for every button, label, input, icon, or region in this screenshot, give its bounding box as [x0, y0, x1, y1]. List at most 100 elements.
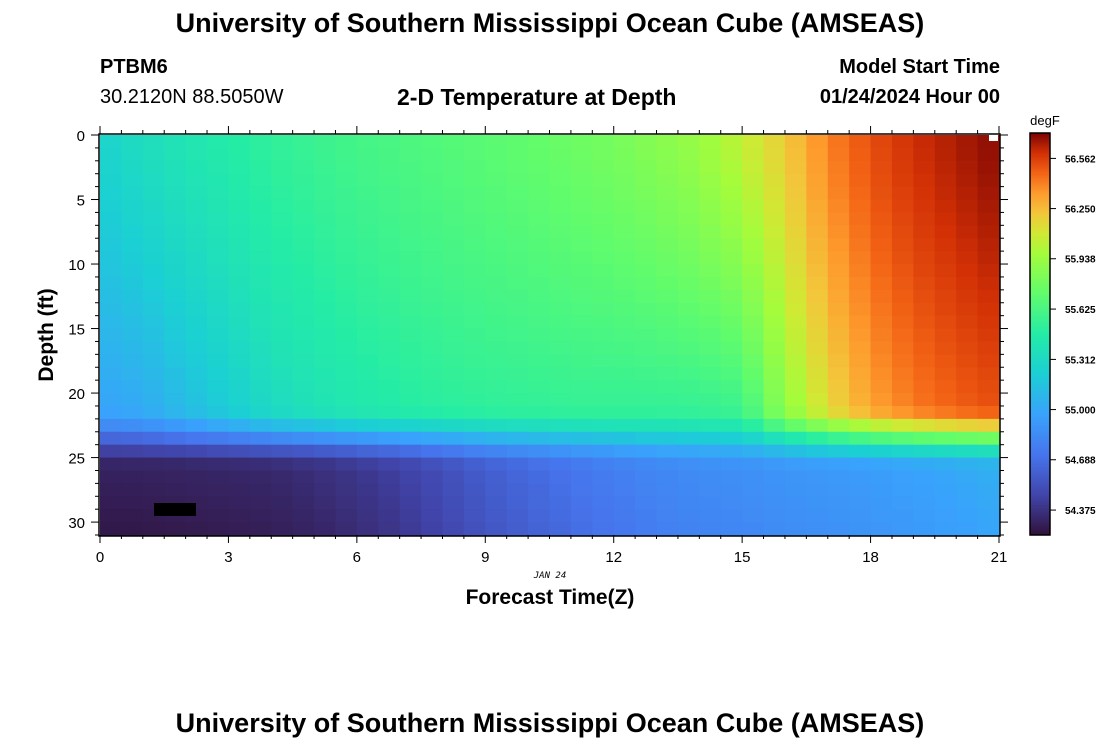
- heatmap-cell: [378, 289, 401, 304]
- heatmap-cell: [720, 341, 743, 355]
- heatmap-cell: [335, 212, 358, 226]
- heatmap-cell: [463, 276, 486, 291]
- heatmap-cell: [827, 212, 850, 226]
- heatmap-cell: [656, 457, 679, 472]
- heatmap-cell: [763, 522, 786, 536]
- heatmap-cell: [827, 354, 850, 368]
- heatmap-cell: [378, 264, 401, 278]
- heatmap-cell: [613, 160, 636, 175]
- heatmap-cell: [806, 225, 829, 239]
- heatmap-cell: [142, 315, 165, 330]
- heatmap-cell: [677, 341, 700, 355]
- heatmap-cell: [677, 354, 700, 368]
- heatmap-cell: [699, 354, 722, 368]
- heatmap-cell: [827, 496, 850, 510]
- heatmap-cell: [613, 186, 636, 201]
- heatmap-cell: [742, 509, 765, 523]
- heatmap-cell: [806, 199, 829, 214]
- heatmap-cell: [934, 444, 957, 459]
- heatmap-cell: [891, 405, 914, 420]
- heatmap-cell: [934, 212, 957, 226]
- heatmap-cell: [121, 173, 144, 188]
- heatmap-cell: [271, 470, 294, 484]
- heatmap-cell: [570, 496, 593, 510]
- heatmap-cell: [164, 483, 187, 497]
- heatmap-cell: [720, 276, 743, 291]
- heatmap-cell: [528, 457, 551, 472]
- heatmap-cell: [421, 509, 444, 523]
- heatmap-cell: [506, 380, 529, 394]
- heatmap-cell: [335, 186, 358, 201]
- heatmap-cell: [421, 264, 444, 278]
- heatmap-cell: [891, 457, 914, 472]
- heatmap-cell: [677, 405, 700, 420]
- heatmap-cell: [635, 380, 658, 394]
- heatmap-cell: [742, 289, 765, 304]
- heatmap-cell: [635, 470, 658, 484]
- heatmap-cell: [891, 431, 914, 446]
- heatmap-cell: [613, 264, 636, 278]
- heatmap-cell: [977, 173, 1000, 188]
- heatmap-cell: [613, 431, 636, 446]
- heatmap-cell: [249, 380, 272, 394]
- heatmap-cell: [292, 418, 315, 433]
- heatmap-cell: [463, 522, 486, 536]
- heatmap-cell: [806, 238, 829, 252]
- heatmap-cell: [207, 380, 230, 394]
- heatmap-cell: [121, 147, 144, 162]
- heatmap-cell: [314, 341, 337, 355]
- heatmap-cell: [806, 483, 829, 497]
- heatmap-cell: [977, 225, 1000, 239]
- heatmap-cell: [142, 302, 165, 317]
- heatmap-cell: [249, 264, 272, 278]
- heatmap-cell: [613, 522, 636, 536]
- heatmap-cell: [164, 289, 187, 304]
- heatmap-cell: [164, 302, 187, 317]
- x-tick-label: 9: [481, 549, 489, 566]
- colorbar-tick-label: 55.000: [1065, 406, 1096, 417]
- heatmap-cell: [335, 264, 358, 278]
- heatmap-cell: [506, 393, 529, 407]
- heatmap-cell: [485, 199, 508, 214]
- heatmap-cell: [870, 418, 893, 433]
- heatmap-cell: [613, 238, 636, 252]
- heatmap-cell: [613, 302, 636, 317]
- heatmap-cell: [635, 509, 658, 523]
- heatmap-cell: [891, 225, 914, 239]
- heatmap-cell: [549, 354, 572, 368]
- heatmap-cell: [506, 199, 529, 214]
- heatmap-cell: [142, 135, 165, 149]
- heatmap-cell: [442, 522, 465, 536]
- heatmap-cell: [849, 302, 872, 317]
- heatmap-cell: [570, 264, 593, 278]
- heatmap-cell: [977, 367, 1000, 381]
- heatmap-cell: [827, 186, 850, 201]
- heatmap-cell: [442, 135, 465, 149]
- heatmap-cell: [421, 212, 444, 226]
- heatmap-cell: [742, 483, 765, 497]
- heatmap-cell: [806, 522, 829, 536]
- heatmap-cell: [977, 457, 1000, 472]
- heatmap-cell: [399, 147, 422, 162]
- heatmap-cell: [913, 160, 936, 175]
- heatmap-cell: [207, 354, 230, 368]
- heatmap-cell: [528, 264, 551, 278]
- heatmap-cell: [399, 173, 422, 188]
- heatmap-cell: [335, 225, 358, 239]
- heatmap-cell: [934, 264, 957, 278]
- heatmap-cell: [228, 251, 251, 265]
- heatmap-cell: [870, 483, 893, 497]
- heatmap-cell: [870, 264, 893, 278]
- heatmap-cell: [763, 199, 786, 214]
- heatmap-cell: [292, 238, 315, 252]
- heatmap-cell: [913, 418, 936, 433]
- heatmap-cell: [314, 199, 337, 214]
- heatmap-cell: [720, 173, 743, 188]
- heatmap-cell: [742, 496, 765, 510]
- heatmap-cell: [827, 457, 850, 472]
- heatmap-cell: [121, 393, 144, 407]
- heatmap-cell: [549, 302, 572, 317]
- heatmap-cell: [463, 315, 486, 330]
- heatmap-cell: [121, 418, 144, 433]
- heatmap-cell: [613, 367, 636, 381]
